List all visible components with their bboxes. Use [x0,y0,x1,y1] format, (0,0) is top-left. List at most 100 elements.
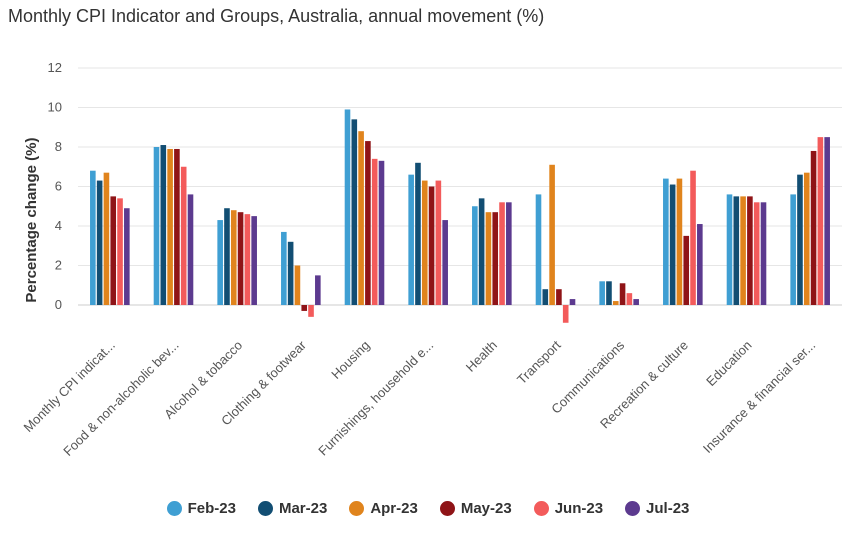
legend-item-apr-23[interactable]: Apr-23 [349,500,418,517]
bar-apr-23[interactable] [612,301,619,305]
bar-feb-23[interactable] [153,147,160,305]
bar-jun-23[interactable] [753,202,760,305]
y-tick-label: 2 [55,258,62,273]
legend-swatch [166,501,182,516]
bar-mar-23[interactable] [797,174,803,305]
bar-apr-23[interactable] [676,178,683,305]
legend-swatch [439,501,455,516]
bar-may-23[interactable] [492,212,499,305]
bar-may-23[interactable] [110,196,117,305]
bar-jun-23[interactable] [371,158,378,305]
bar-jun-23[interactable] [308,305,314,317]
bar-may-23[interactable] [619,283,626,305]
x-tick-label: Food & non-alcoholic bev... [60,338,181,459]
legend-item-may-23[interactable]: May-23 [439,500,512,517]
bar-apr-23[interactable] [167,148,173,305]
legend-swatch [533,501,549,516]
bar-may-23[interactable] [747,196,753,305]
y-tick-label: 4 [55,218,62,233]
legend-label: Jun-23 [554,500,604,517]
x-tick-label: Health [463,338,500,375]
bar-feb-23[interactable] [90,170,96,305]
chart-title: Monthly CPI Indicator and Groups, Austra… [8,6,545,26]
bar-jun-23[interactable] [435,180,442,305]
bar-mar-23[interactable] [287,241,294,305]
bar-apr-23[interactable] [485,212,492,305]
bar-jun-23[interactable] [562,305,569,323]
bar-feb-23[interactable] [535,194,542,305]
bar-apr-23[interactable] [803,172,810,305]
legend-item-jun-23[interactable]: Jun-23 [533,500,604,517]
bar-feb-23[interactable] [663,178,669,305]
bar-mar-23[interactable] [224,208,230,305]
bar-jun-23[interactable] [117,198,123,305]
bar-apr-23[interactable] [740,196,746,305]
bar-apr-23[interactable] [294,265,301,306]
bar-mar-23[interactable] [415,162,421,305]
legend-label: Mar-23 [278,500,328,517]
bar-jun-23[interactable] [499,202,505,305]
bar-may-23[interactable] [428,186,435,306]
legend-label: May-23 [460,500,512,517]
bar-jul-23[interactable] [824,137,830,305]
bar-feb-23[interactable] [599,281,605,305]
bar-feb-23[interactable] [408,174,414,305]
bar-mar-23[interactable] [96,180,103,305]
bar-jul-23[interactable] [187,194,194,305]
bar-apr-23[interactable] [358,131,364,305]
x-tick-label: Insurance & financial ser... [700,338,818,456]
bar-mar-23[interactable] [606,281,612,305]
legend-label: Apr-23 [370,500,418,517]
bar-feb-23[interactable] [344,109,351,305]
bar-jun-23[interactable] [626,293,633,305]
bar-feb-23[interactable] [472,206,478,305]
bar-may-23[interactable] [683,235,690,305]
y-tick-label: 10 [48,100,62,115]
bar-jul-23[interactable] [569,299,576,305]
bar-mar-23[interactable] [160,145,167,305]
bar-mar-23[interactable] [669,184,676,305]
bar-mar-23[interactable] [351,119,358,305]
y-axis-title: Percentage change (%) [23,138,40,303]
bar-may-23[interactable] [174,148,180,305]
bar-jul-23[interactable] [506,202,512,305]
bar-jul-23[interactable] [442,220,448,305]
bar-mar-23[interactable] [733,196,740,305]
bar-apr-23[interactable] [421,180,428,305]
bar-feb-23[interactable] [217,220,223,305]
bar-may-23[interactable] [301,305,308,311]
bar-apr-23[interactable] [103,172,110,305]
legend-item-jul-23[interactable]: Jul-23 [625,500,689,517]
bar-jun-23[interactable] [690,170,696,305]
bar-jul-23[interactable] [760,202,767,305]
legend-item-mar-23[interactable]: Mar-23 [257,500,328,517]
bar-may-23[interactable] [365,141,371,305]
bar-mar-23[interactable] [542,289,549,305]
bar-may-23[interactable] [556,289,562,305]
bar-jul-23[interactable] [378,160,385,305]
y-tick-label: 6 [55,179,62,194]
legend-item-feb-23[interactable]: Feb-23 [166,500,236,517]
bar-jul-23[interactable] [633,299,639,305]
bar-jun-23[interactable] [817,137,824,305]
bar-jul-23[interactable] [315,275,321,305]
bar-jul-23[interactable] [251,216,257,305]
legend-swatch [349,501,365,516]
bar-may-23[interactable] [237,212,244,305]
legend-swatch [257,501,273,516]
bar-jul-23[interactable] [697,224,703,305]
bar-feb-23[interactable] [281,231,287,305]
legend-swatch [625,501,641,516]
bar-feb-23[interactable] [726,194,733,305]
bar-jul-23[interactable] [124,208,130,305]
bar-apr-23[interactable] [549,164,555,305]
bar-mar-23[interactable] [478,198,485,305]
x-tick-label: Furnishings, household e... [315,338,436,459]
bar-may-23[interactable] [810,150,817,305]
bar-jun-23[interactable] [180,166,187,305]
bar-apr-23[interactable] [230,210,237,305]
y-tick-label: 0 [55,297,62,312]
bar-jun-23[interactable] [244,214,251,305]
bar-feb-23[interactable] [790,194,796,305]
